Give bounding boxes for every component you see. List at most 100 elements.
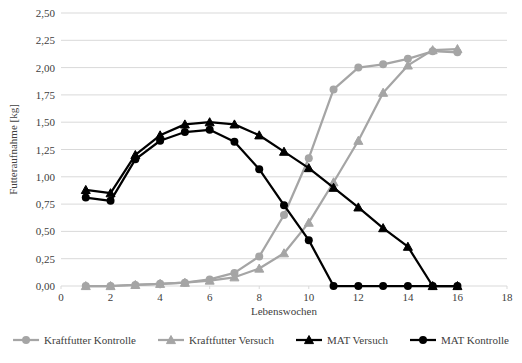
x-axis-title: Lebenswochen: [251, 305, 317, 317]
x-tick: [308, 286, 309, 289]
series: [81, 118, 462, 290]
series-marker: [107, 282, 115, 290]
series-marker: [428, 282, 437, 290]
series-marker: [205, 118, 214, 126]
series-marker: [379, 282, 387, 290]
legend-item: MAT Kontrolle: [410, 334, 509, 346]
legend-item: Kraftfutter Versuch: [158, 334, 275, 346]
series-marker: [354, 282, 362, 290]
series-marker: [453, 45, 462, 53]
series: [82, 126, 462, 290]
series-line: [86, 122, 458, 286]
x-tick: [259, 286, 260, 289]
x-tick: [507, 286, 508, 289]
series-marker: [156, 280, 164, 288]
series-marker: [330, 282, 338, 290]
legend-label: MAT Versuch: [327, 334, 389, 346]
series-marker: [305, 236, 313, 244]
x-tick-label: 6: [207, 291, 213, 303]
legend-marker: [22, 336, 30, 344]
chart: 0,000,250,500,751,001,251,501,752,002,25…: [0, 0, 522, 363]
y-grid-line: [61, 258, 507, 259]
legend-label: Kraftfutter Kontrolle: [44, 334, 136, 346]
series-marker: [403, 242, 412, 250]
series-line: [86, 49, 458, 286]
y-grid-line: [61, 94, 507, 95]
series-marker: [354, 203, 363, 211]
y-tick-label: 1,75: [36, 89, 56, 101]
series-marker: [354, 136, 363, 144]
y-grid-line: [61, 40, 507, 41]
series-marker: [280, 147, 289, 155]
y-tick-label: 1,00: [36, 171, 56, 183]
series-marker: [280, 211, 288, 219]
legend-label: MAT Kontrolle: [441, 334, 509, 346]
series-marker: [82, 194, 90, 202]
series-marker: [403, 61, 412, 69]
series-marker: [404, 282, 412, 290]
y-grid-line: [61, 67, 507, 68]
legend: Kraftfutter Kontrolle Kraftfutter Versuch…: [13, 334, 509, 346]
y-tick-label: 1,50: [36, 116, 56, 128]
y-grid-line: [61, 176, 507, 177]
legend-item: MAT Versuch: [296, 334, 389, 346]
series-marker: [330, 85, 338, 93]
y-tick-label: 0,25: [36, 253, 56, 265]
x-tick-label: 10: [303, 291, 315, 303]
y-tick-label: 0,00: [36, 280, 56, 292]
series-marker: [304, 164, 313, 172]
series-marker: [453, 282, 462, 290]
legend-marker: [166, 336, 175, 344]
series-marker: [181, 128, 189, 136]
x-tick-label: 18: [502, 291, 514, 303]
series-marker: [131, 281, 139, 289]
series-marker: [82, 282, 90, 290]
page: {"chart_data": { "type": "line", "x_labe…: [0, 0, 522, 363]
series-marker: [156, 279, 165, 287]
series-marker: [107, 197, 115, 205]
x-tick-label: 12: [353, 291, 364, 303]
x-tick-label: 4: [157, 291, 163, 303]
series-marker: [329, 183, 338, 191]
series-marker: [379, 224, 388, 232]
series-marker: [81, 185, 90, 193]
series-marker: [453, 282, 461, 290]
series-marker: [255, 264, 264, 272]
background: [0, 0, 522, 363]
x-tick-label: 16: [452, 291, 464, 303]
series-marker: [354, 64, 362, 72]
legend-marker: [419, 336, 427, 344]
x-tick-label: 2: [108, 291, 114, 303]
series-marker: [280, 201, 288, 209]
y-axis-title: Futteraufnahme [kg]: [7, 104, 19, 195]
y-tick-label: 0,50: [36, 225, 56, 237]
series-marker: [205, 276, 214, 284]
legend-label: Kraftfutter Versuch: [189, 334, 275, 346]
plot-area: [81, 45, 462, 290]
series-marker: [106, 282, 115, 290]
series-marker: [131, 155, 139, 163]
y-grid-line: [61, 13, 507, 14]
series: [81, 45, 462, 290]
series-marker: [255, 253, 263, 261]
series-marker: [305, 154, 313, 162]
series-marker: [156, 137, 164, 145]
x-tick: [61, 286, 62, 289]
series-marker: [180, 278, 189, 286]
y-tick-label: 1,25: [36, 144, 56, 156]
series-line: [86, 51, 458, 286]
series: [82, 47, 462, 290]
series-marker: [131, 280, 140, 288]
series-marker: [230, 120, 239, 128]
series-marker: [304, 218, 313, 226]
series-line: [86, 130, 458, 286]
x-tick-label: 8: [256, 291, 262, 303]
x-tick-label: 0: [58, 291, 64, 303]
y-tick-label: 2,50: [36, 7, 56, 19]
x-tick-label: 14: [402, 291, 414, 303]
series-marker: [428, 46, 437, 54]
y-tick-label: 0,75: [36, 198, 56, 210]
series-marker: [379, 60, 387, 68]
y-tick-label: 2,25: [36, 34, 56, 46]
series-marker: [180, 120, 189, 128]
